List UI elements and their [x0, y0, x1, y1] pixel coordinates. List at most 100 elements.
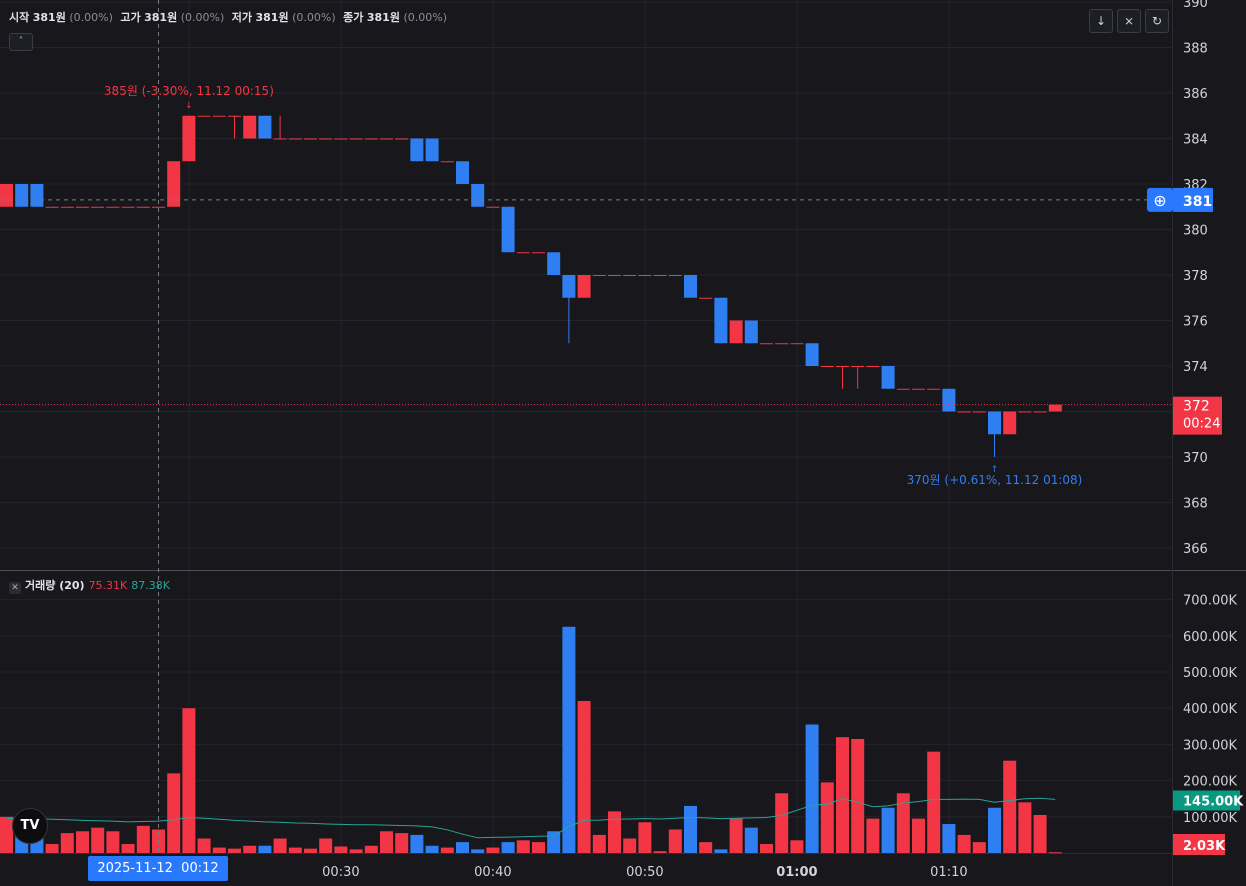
volume-bar — [638, 822, 652, 853]
candle-body — [364, 138, 378, 140]
volume-bar — [91, 827, 105, 853]
price-tick-label: 376 — [1183, 315, 1208, 330]
candle-body — [440, 161, 454, 163]
last-price-label: 372 — [1183, 399, 1210, 415]
candle-body — [912, 388, 925, 390]
candle-body — [577, 275, 591, 298]
volume-bar — [516, 840, 530, 853]
candle-body — [197, 115, 211, 117]
candle-body — [30, 184, 44, 207]
candle-body — [532, 252, 545, 254]
volume-bar — [744, 827, 758, 853]
volume-bar — [942, 824, 956, 853]
volume-bar — [608, 811, 621, 853]
volume-tick-label: 100.00K — [1183, 811, 1237, 826]
volume-bar — [212, 847, 226, 853]
volume-bar — [623, 838, 637, 853]
volume-bar — [653, 851, 667, 853]
volume-bar — [714, 849, 728, 853]
volume-bar — [440, 847, 454, 853]
volume-legend-ma-value: 87.38K — [131, 579, 170, 592]
volume-bar — [805, 724, 819, 853]
candle-body — [258, 115, 272, 139]
candle-body — [334, 138, 348, 140]
candle-body — [273, 138, 287, 140]
candle-body — [152, 206, 165, 208]
chart-overlays: 385원 (-3.30%, 11.12 00:15) ↓ ↑370원 (+0.61%… — [0, 0, 1172, 853]
time-tick-label: 00:30 — [322, 865, 359, 880]
candle-body — [0, 184, 13, 207]
candle-body — [592, 275, 606, 276]
reset-button[interactable]: ↻ — [1145, 9, 1169, 33]
volume-bar — [1048, 852, 1062, 854]
candle-body — [76, 206, 89, 208]
volume-ma-label: 145.00K — [1183, 795, 1244, 810]
volume-bar — [471, 849, 485, 853]
candle-body — [106, 206, 120, 208]
volume-bar — [228, 848, 241, 853]
price-tick-label: 390 — [1183, 0, 1208, 11]
volume-bar — [1033, 814, 1047, 853]
close-icon[interactable]: ✕ — [9, 582, 21, 594]
high-annotation: 385원 (-3.30%, 11.12 00:15) — [104, 84, 274, 98]
high-arrow-icon: ↓ — [185, 101, 193, 111]
volume-bar — [836, 737, 849, 853]
volume-bar — [76, 831, 89, 853]
legend-collapse-button[interactable]: ˄ — [9, 33, 33, 51]
volume-bar — [851, 738, 865, 853]
volume-bar — [881, 807, 895, 853]
volume-bar — [668, 829, 682, 853]
candle-body — [212, 115, 226, 117]
low-value: 381원 — [255, 11, 289, 24]
last-volume-tag — [1173, 834, 1225, 855]
candle-body — [988, 411, 1001, 435]
scroll-down-button[interactable]: ↓ — [1089, 9, 1113, 33]
volume-legend: ✕ 거래량 (20) 75.31K 87.38K — [9, 577, 170, 594]
chevron-up-icon: ˄ — [18, 36, 24, 47]
collapse-button[interactable]: ⨯ — [1117, 9, 1141, 33]
candle-body — [790, 343, 804, 345]
countdown-label: 00:24 — [1183, 417, 1220, 432]
candle-body — [228, 115, 241, 117]
low-arrow-icon: ↑ — [991, 465, 999, 475]
candle-body — [136, 206, 150, 208]
time-tick-label: 01:10 — [930, 865, 967, 880]
candle-body — [182, 115, 196, 162]
candle-body — [288, 138, 302, 140]
candle-body — [668, 275, 682, 276]
close-label: 종가 — [343, 11, 364, 24]
volume-bar — [684, 805, 697, 853]
volume-bar — [425, 845, 439, 853]
tradingview-logo[interactable]: TV — [12, 808, 48, 844]
volume-bar — [334, 846, 348, 853]
low-pct: (0.00%) — [292, 11, 336, 24]
tv-logo-text: TV — [20, 818, 40, 833]
candle-body — [653, 275, 667, 276]
candle-body — [121, 206, 135, 208]
candle-body — [516, 252, 530, 254]
price-tick-label: 370 — [1183, 451, 1208, 466]
last-price-tag — [1173, 396, 1222, 435]
price-tick-label: 384 — [1183, 133, 1208, 148]
candle-body — [927, 388, 941, 390]
axis-tags: ⊕ 381 372 00:24 145.00K 2.03K — [1147, 187, 1244, 855]
candle-body — [623, 275, 637, 276]
candle-body — [349, 138, 363, 140]
candle-body — [15, 184, 29, 207]
volume-bar — [364, 845, 378, 853]
close-pct: (0.00%) — [403, 11, 447, 24]
volume-bar — [790, 840, 804, 853]
volume-bar — [486, 847, 500, 853]
volume-bar — [395, 833, 409, 853]
volume-tick-label: 300.00K — [1183, 738, 1237, 753]
candle-body — [866, 366, 880, 367]
low-annotation: 370원 (+0.61%, 11.12 01:08) — [907, 473, 1083, 487]
volume-tick-label: 600.00K — [1183, 630, 1237, 645]
volume-bar — [258, 845, 272, 853]
price-tick-label: 378 — [1183, 269, 1208, 284]
candle-body — [1033, 411, 1047, 413]
volume-bar — [197, 838, 211, 853]
volume-bar — [182, 708, 196, 853]
volume-tick-label: 200.00K — [1183, 775, 1237, 790]
